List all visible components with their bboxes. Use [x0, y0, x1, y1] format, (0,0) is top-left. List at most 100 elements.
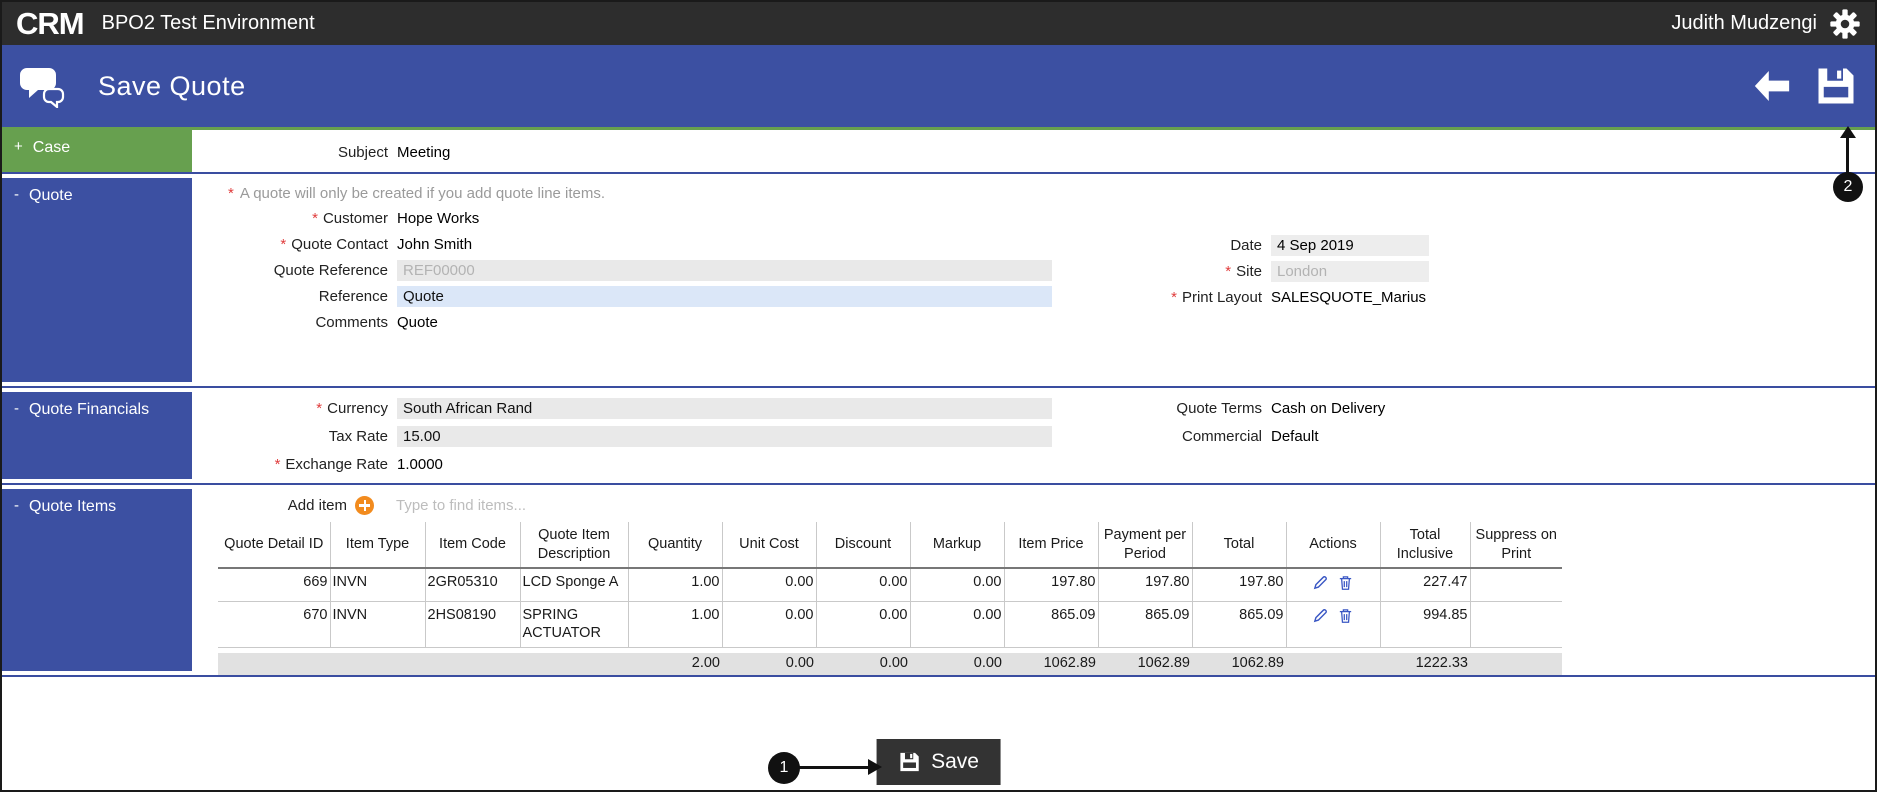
sidebar-item-label: Quote [29, 187, 73, 204]
sidebar-item-label: Quote Financials [29, 401, 150, 418]
cell-markup: 0.00 [910, 568, 1005, 603]
total-inclusive: 1222.33 [1380, 652, 1470, 675]
total-quantity: 2.00 [628, 652, 722, 675]
quote-terms-field[interactable]: Cash on Delivery [1271, 399, 1386, 417]
annotation-arrow-head [868, 759, 882, 775]
quote-reference-label: Quote Reference [273, 261, 388, 279]
commercial-field[interactable]: Default [1271, 427, 1319, 445]
sidebar-item-label: Quote Items [29, 498, 117, 515]
cell-quantity: 1.00 [628, 568, 723, 603]
annotation-arrow-line [799, 766, 869, 769]
cell-item-price: 197.80 [1004, 568, 1099, 603]
cell-total-inclusive: 227.47 [1380, 568, 1471, 603]
chat-icon [20, 64, 68, 108]
cell-markup: 0.00 [910, 601, 1005, 649]
customer-field[interactable]: Hope Works [397, 209, 480, 227]
comments-field[interactable]: Quote [397, 313, 438, 331]
delete-trash-icon[interactable] [1337, 607, 1354, 624]
add-item-plus-icon[interactable] [355, 495, 374, 515]
page-title: Save Quote [98, 70, 246, 101]
required-marker: * [1225, 262, 1232, 280]
total-cell [425, 652, 520, 675]
table-row: 669 INVN 2GR05310 LCD Sponge A 1.00 0.00… [218, 568, 1562, 603]
total-cell [330, 652, 425, 675]
cell-suppress-on-print [1470, 568, 1562, 603]
delete-trash-icon[interactable] [1337, 574, 1354, 591]
cell-description: SPRING ACTUATOR [520, 601, 629, 649]
save-icon[interactable] [1815, 65, 1857, 107]
find-items-input[interactable]: Type to find items... [396, 496, 527, 514]
section-quote-items: - Quote Items Add item Type to find item… [2, 485, 1875, 677]
edit-pencil-icon[interactable] [1312, 607, 1329, 624]
edit-pencil-icon[interactable] [1312, 574, 1329, 591]
sidebar-item-label: Case [32, 139, 71, 156]
save-button-label: Save [931, 750, 979, 773]
col-header: Item Code [425, 522, 521, 569]
quote-contact-field[interactable]: John Smith [397, 235, 473, 253]
sidebar-item-quote-financials[interactable]: - Quote Financials [2, 392, 192, 479]
quote-reference-field: REF00000 [397, 259, 1052, 281]
exchange-rate-field[interactable]: 1.0000 [397, 455, 443, 473]
print-layout-label: Print Layout [1181, 288, 1262, 306]
collapse-icon: - [14, 186, 19, 203]
cell-discount: 0.00 [816, 601, 911, 649]
required-marker: * [228, 184, 234, 202]
required-marker: * [280, 235, 287, 253]
cell-discount: 0.00 [816, 568, 911, 603]
gear-icon[interactable] [1829, 8, 1861, 40]
annotation-step-1: 1 [768, 752, 800, 784]
currency-label: Currency [327, 399, 388, 417]
top-bar: CRM BPO2 Test Environment Judith Mudzeng… [2, 2, 1875, 45]
expand-icon: + [14, 138, 23, 155]
sidebar-item-case[interactable]: + Case [2, 130, 192, 172]
table-header-row: Quote Detail ID Item Type Item Code Quot… [218, 522, 1562, 569]
reference-field[interactable]: Quote [397, 285, 1052, 307]
date-field[interactable]: 4 Sep 2019 [1271, 234, 1429, 256]
page-header: Save Quote [2, 45, 1875, 127]
total-cell [1286, 652, 1380, 675]
annotation-arrow-line [1846, 137, 1849, 175]
total-cell [1470, 652, 1562, 675]
total-cell [520, 652, 628, 675]
total-discount: 0.00 [816, 652, 910, 675]
col-header: Total Inclusive [1380, 522, 1471, 569]
col-header: Quote Detail ID [218, 522, 331, 569]
section-case: + Case Subject Meeting [2, 127, 1875, 174]
print-layout-field[interactable]: SALESQUOTE_Marius [1271, 288, 1427, 306]
currency-field: South African Rand [397, 397, 1052, 419]
subject-label: Subject [337, 143, 388, 161]
quote-note: A quote will only be created if you add … [239, 184, 606, 202]
sidebar-item-quote-items[interactable]: - Quote Items [2, 489, 192, 671]
total-cell [218, 652, 330, 675]
cell-unit-cost: 0.00 [722, 568, 817, 603]
sidebar-item-quote[interactable]: - Quote [2, 178, 192, 382]
cell-description: LCD Sponge A [520, 568, 629, 603]
site-field: London [1271, 260, 1429, 282]
site-label: Site [1236, 262, 1262, 280]
back-arrow-icon[interactable] [1749, 71, 1795, 101]
floppy-disk-icon [899, 752, 919, 772]
table-row: 670 INVN 2HS08190 SPRING ACTUATOR 1.00 0… [218, 601, 1562, 649]
col-header: Quantity [628, 522, 723, 569]
col-header: Actions [1286, 522, 1381, 569]
quote-items-table: Quote Detail ID Item Type Item Code Quot… [218, 522, 1562, 675]
cell-suppress-on-print [1470, 601, 1562, 649]
total-payment-per-period: 1062.89 [1098, 652, 1192, 675]
user-name[interactable]: Judith Mudzengi [1671, 12, 1817, 34]
tax-rate-label: Tax Rate [328, 427, 388, 445]
cell-payment-per-period: 197.80 [1098, 568, 1193, 603]
annotation-arrow-head [1840, 126, 1856, 138]
subject-field[interactable]: Meeting [397, 143, 451, 161]
col-header: Payment per Period [1098, 522, 1193, 569]
col-header: Total [1192, 522, 1287, 569]
save-button[interactable]: Save [876, 739, 1001, 785]
reference-label: Reference [318, 287, 388, 305]
comments-label: Comments [315, 313, 388, 331]
col-header: Markup [910, 522, 1005, 569]
cell-actions [1286, 568, 1381, 603]
cell-item-price: 865.09 [1004, 601, 1099, 649]
col-header: Unit Cost [722, 522, 817, 569]
date-label: Date [1230, 236, 1262, 254]
quote-terms-label: Quote Terms [1176, 399, 1262, 417]
